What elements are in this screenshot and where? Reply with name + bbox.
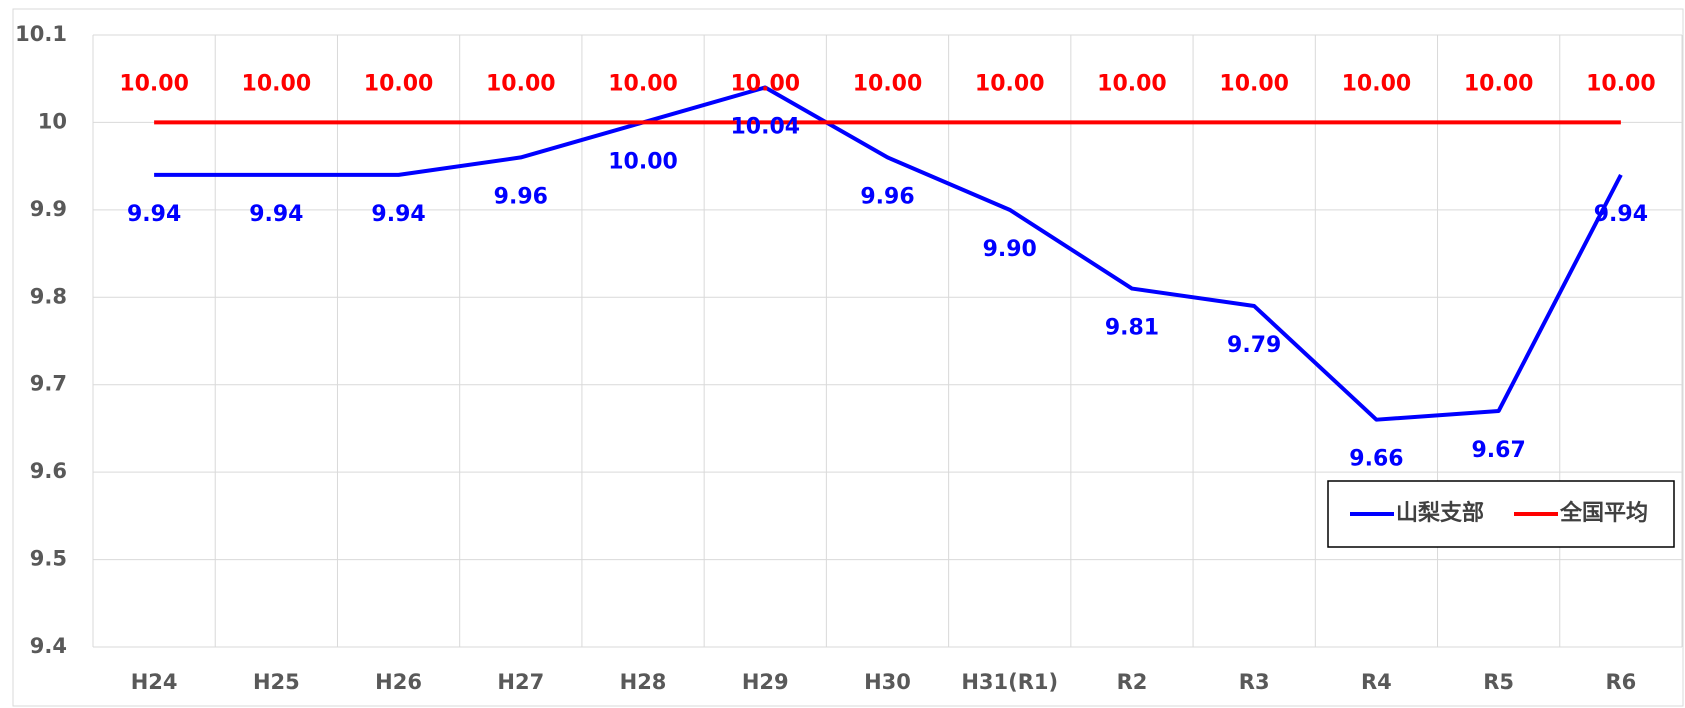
x-tick-label: H25	[253, 670, 300, 694]
series-line	[154, 85, 1623, 422]
x-tick-label: R6	[1605, 670, 1636, 694]
x-tick-label: H30	[864, 670, 911, 694]
data-label: 9.94	[371, 202, 425, 227]
y-tick-label: 9.7	[30, 372, 67, 396]
x-tick-label: H29	[742, 670, 789, 694]
chart-border	[12, 8, 1684, 707]
x-tick-label: R2	[1117, 670, 1148, 694]
data-label: 10.00	[1219, 71, 1289, 96]
x-tick-label: H26	[375, 670, 422, 694]
data-label: 10.04	[730, 114, 800, 139]
y-tick-label: 9.8	[30, 284, 67, 308]
data-label: 10.00	[975, 71, 1045, 96]
data-label: 9.90	[983, 237, 1037, 262]
data-label: 9.81	[1105, 316, 1159, 341]
data-label: 9.94	[249, 202, 303, 227]
x-tick-label: H31(R1)	[961, 670, 1058, 694]
y-tick-label: 9.6	[30, 459, 67, 483]
data-label: 10.00	[1097, 71, 1167, 96]
data-label: 10.00	[1342, 71, 1412, 96]
data-label: 9.94	[127, 202, 181, 227]
data-label: 10.00	[364, 71, 434, 96]
data-label: 10.00	[1586, 71, 1656, 96]
data-label: 9.96	[860, 184, 914, 209]
data-label: 9.67	[1472, 438, 1526, 463]
y-tick-label: 9.4	[30, 634, 67, 658]
x-tick-label: H24	[131, 670, 178, 694]
data-label: 9.79	[1227, 333, 1281, 358]
data-label: 10.00	[119, 71, 189, 96]
data-label: 9.66	[1349, 447, 1403, 472]
y-tick-label: 9.5	[30, 547, 67, 571]
x-tick-label: H27	[497, 670, 544, 694]
data-label: 10.00	[608, 149, 678, 174]
data-label: 10.00	[1464, 71, 1534, 96]
data-label: 9.96	[494, 184, 548, 209]
x-tick-label: R4	[1361, 670, 1392, 694]
x-tick-label: R3	[1239, 670, 1270, 694]
data-label: 10.00	[486, 71, 556, 96]
legend: 山梨支部 全国平均	[1327, 480, 1675, 548]
data-label: 10.00	[242, 71, 312, 96]
y-tick-label: 10	[38, 109, 67, 133]
legend-label: 山梨支部	[1396, 500, 1484, 526]
data-label: 10.00	[608, 71, 678, 96]
x-tick-label: R5	[1483, 670, 1514, 694]
legend-label: 全国平均	[1559, 500, 1648, 526]
data-label: 9.94	[1594, 202, 1648, 227]
data-label: 10.00	[730, 71, 800, 96]
x-tick-label: H28	[620, 670, 667, 694]
y-tick-label: 9.9	[30, 197, 67, 221]
y-tick-label: 10.1	[15, 22, 67, 46]
data-label: 10.00	[853, 71, 923, 96]
